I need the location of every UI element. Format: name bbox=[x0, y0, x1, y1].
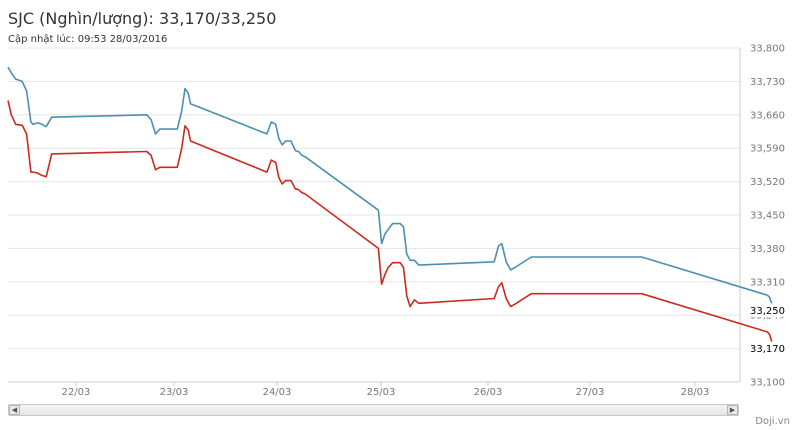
x-tick-label: 22/03 bbox=[62, 387, 91, 398]
y-tick-label: 33,310 bbox=[750, 277, 785, 288]
chevron-right-icon: ▶ bbox=[729, 406, 736, 414]
current-price-label: 33,250 bbox=[750, 306, 785, 317]
chevron-left-icon: ◀ bbox=[11, 406, 18, 414]
y-tick-label: 33,730 bbox=[750, 77, 785, 88]
scroll-right-button[interactable]: ▶ bbox=[727, 405, 738, 415]
x-tick-label: 23/03 bbox=[160, 387, 189, 398]
current-price-label: 33,170 bbox=[750, 344, 785, 355]
x-tick-label: 24/03 bbox=[263, 387, 292, 398]
y-tick-label: 33,380 bbox=[750, 244, 785, 255]
buy-price-line bbox=[7, 100, 776, 348]
current-price-label-bg bbox=[748, 303, 788, 318]
x-tick-label: 25/03 bbox=[367, 387, 396, 398]
x-tick-label: 27/03 bbox=[576, 387, 605, 398]
sell-price-line bbox=[7, 66, 776, 309]
y-tick-label: 33,800 bbox=[750, 44, 785, 55]
y-tick-label: 33,660 bbox=[750, 110, 785, 121]
source-credit: Doji.vn bbox=[755, 416, 790, 427]
page-title: SJC (Nghìn/lượng): 33,170/33,250 bbox=[8, 9, 277, 28]
y-tick-label: 33,590 bbox=[750, 144, 785, 155]
x-tick-label: 26/03 bbox=[474, 387, 503, 398]
price-chart: 33,800 33,730 33,660 33,590 33,520 33,450 33,3… bbox=[7, 43, 788, 398]
update-time: Cập nhật lúc: 09:53 28/03/2016 bbox=[8, 34, 168, 45]
scroll-left-button[interactable]: ◀ bbox=[9, 405, 20, 415]
y-tick-label: 33,100 bbox=[750, 378, 785, 389]
y-tick-label: 33,520 bbox=[750, 177, 785, 188]
x-tick-label: 28/03 bbox=[681, 387, 710, 398]
current-price-label-bg bbox=[748, 341, 788, 356]
chart-scrollbar[interactable]: ◀ ▶ bbox=[8, 404, 739, 416]
y-tick-label: 33,450 bbox=[750, 211, 785, 222]
